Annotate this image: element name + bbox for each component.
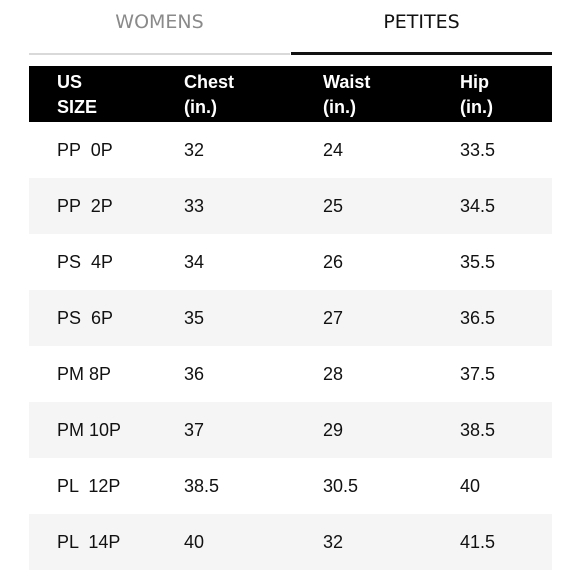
cell-chest: 38.5 <box>184 476 220 496</box>
table-row: PL 12P 38.5 30.5 40 <box>29 458 552 514</box>
cell-size: PS 4P <box>57 252 114 272</box>
size-tabs: WOMENS PETITES <box>29 0 552 55</box>
table-row: PS 6P 35 27 36.5 <box>29 290 552 346</box>
cell-hip: 38.5 <box>460 420 496 440</box>
table-row: PP 2P 33 25 34.5 <box>29 178 552 234</box>
tab-womens-label: WOMENS <box>115 11 204 33</box>
tab-womens-underline <box>29 53 290 55</box>
header-us-size: US SIZE <box>57 72 98 117</box>
table-row: PM 8P 36 28 37.5 <box>29 346 552 402</box>
cell-waist: 29 <box>323 420 344 440</box>
cell-chest: 35 <box>184 308 205 328</box>
cell-waist: 25 <box>323 196 344 216</box>
cell-size: PL 14P <box>57 532 121 552</box>
table-row: PP 0P 32 24 33.5 <box>29 122 552 178</box>
cell-size: PM 10P <box>57 420 122 440</box>
cell-chest: 37 <box>184 420 205 440</box>
cell-size: PP 2P <box>57 196 113 216</box>
table-row: PS 4P 34 26 35.5 <box>29 234 552 290</box>
cell-hip: 35.5 <box>460 252 496 272</box>
cell-chest: 40 <box>184 532 205 552</box>
cell-waist: 30.5 <box>323 476 359 496</box>
tab-petites[interactable]: PETITES <box>291 0 552 55</box>
cell-hip: 34.5 <box>460 196 496 216</box>
cell-waist: 32 <box>323 532 344 552</box>
cell-hip: 37.5 <box>460 364 496 384</box>
tab-petites-active-underline <box>291 52 552 55</box>
cell-chest: 33 <box>184 196 205 216</box>
cell-size: PP 0P <box>57 140 113 160</box>
header-hip: Hip (in.) <box>460 72 493 117</box>
cell-chest: 32 <box>184 140 205 160</box>
table-header: US SIZE Chest (in.) Waist (in.) Hip (in.… <box>29 66 552 122</box>
cell-waist: 24 <box>323 140 344 160</box>
table-row: PM 10P 37 29 38.5 <box>29 402 552 458</box>
cell-hip: 33.5 <box>460 140 496 160</box>
cell-hip: 36.5 <box>460 308 496 328</box>
cell-chest: 34 <box>184 252 205 272</box>
cell-hip: 41.5 <box>460 532 496 552</box>
cell-chest: 36 <box>184 364 205 384</box>
header-chest: Chest (in.) <box>184 72 235 117</box>
header-waist: Waist (in.) <box>323 72 371 117</box>
size-chart-table: US SIZE Chest (in.) Waist (in.) Hip (in.… <box>29 66 552 570</box>
cell-size: PS 6P <box>57 308 114 328</box>
table-row: PL 14P 40 32 41.5 <box>29 514 552 570</box>
cell-waist: 26 <box>323 252 344 272</box>
cell-size: PM 8P <box>57 364 112 384</box>
cell-waist: 28 <box>323 364 344 384</box>
cell-hip: 40 <box>460 476 481 496</box>
cell-size: PL 12P <box>57 476 121 496</box>
tab-petites-label: PETITES <box>383 11 460 33</box>
tab-womens[interactable]: WOMENS <box>29 0 290 55</box>
cell-waist: 27 <box>323 308 344 328</box>
